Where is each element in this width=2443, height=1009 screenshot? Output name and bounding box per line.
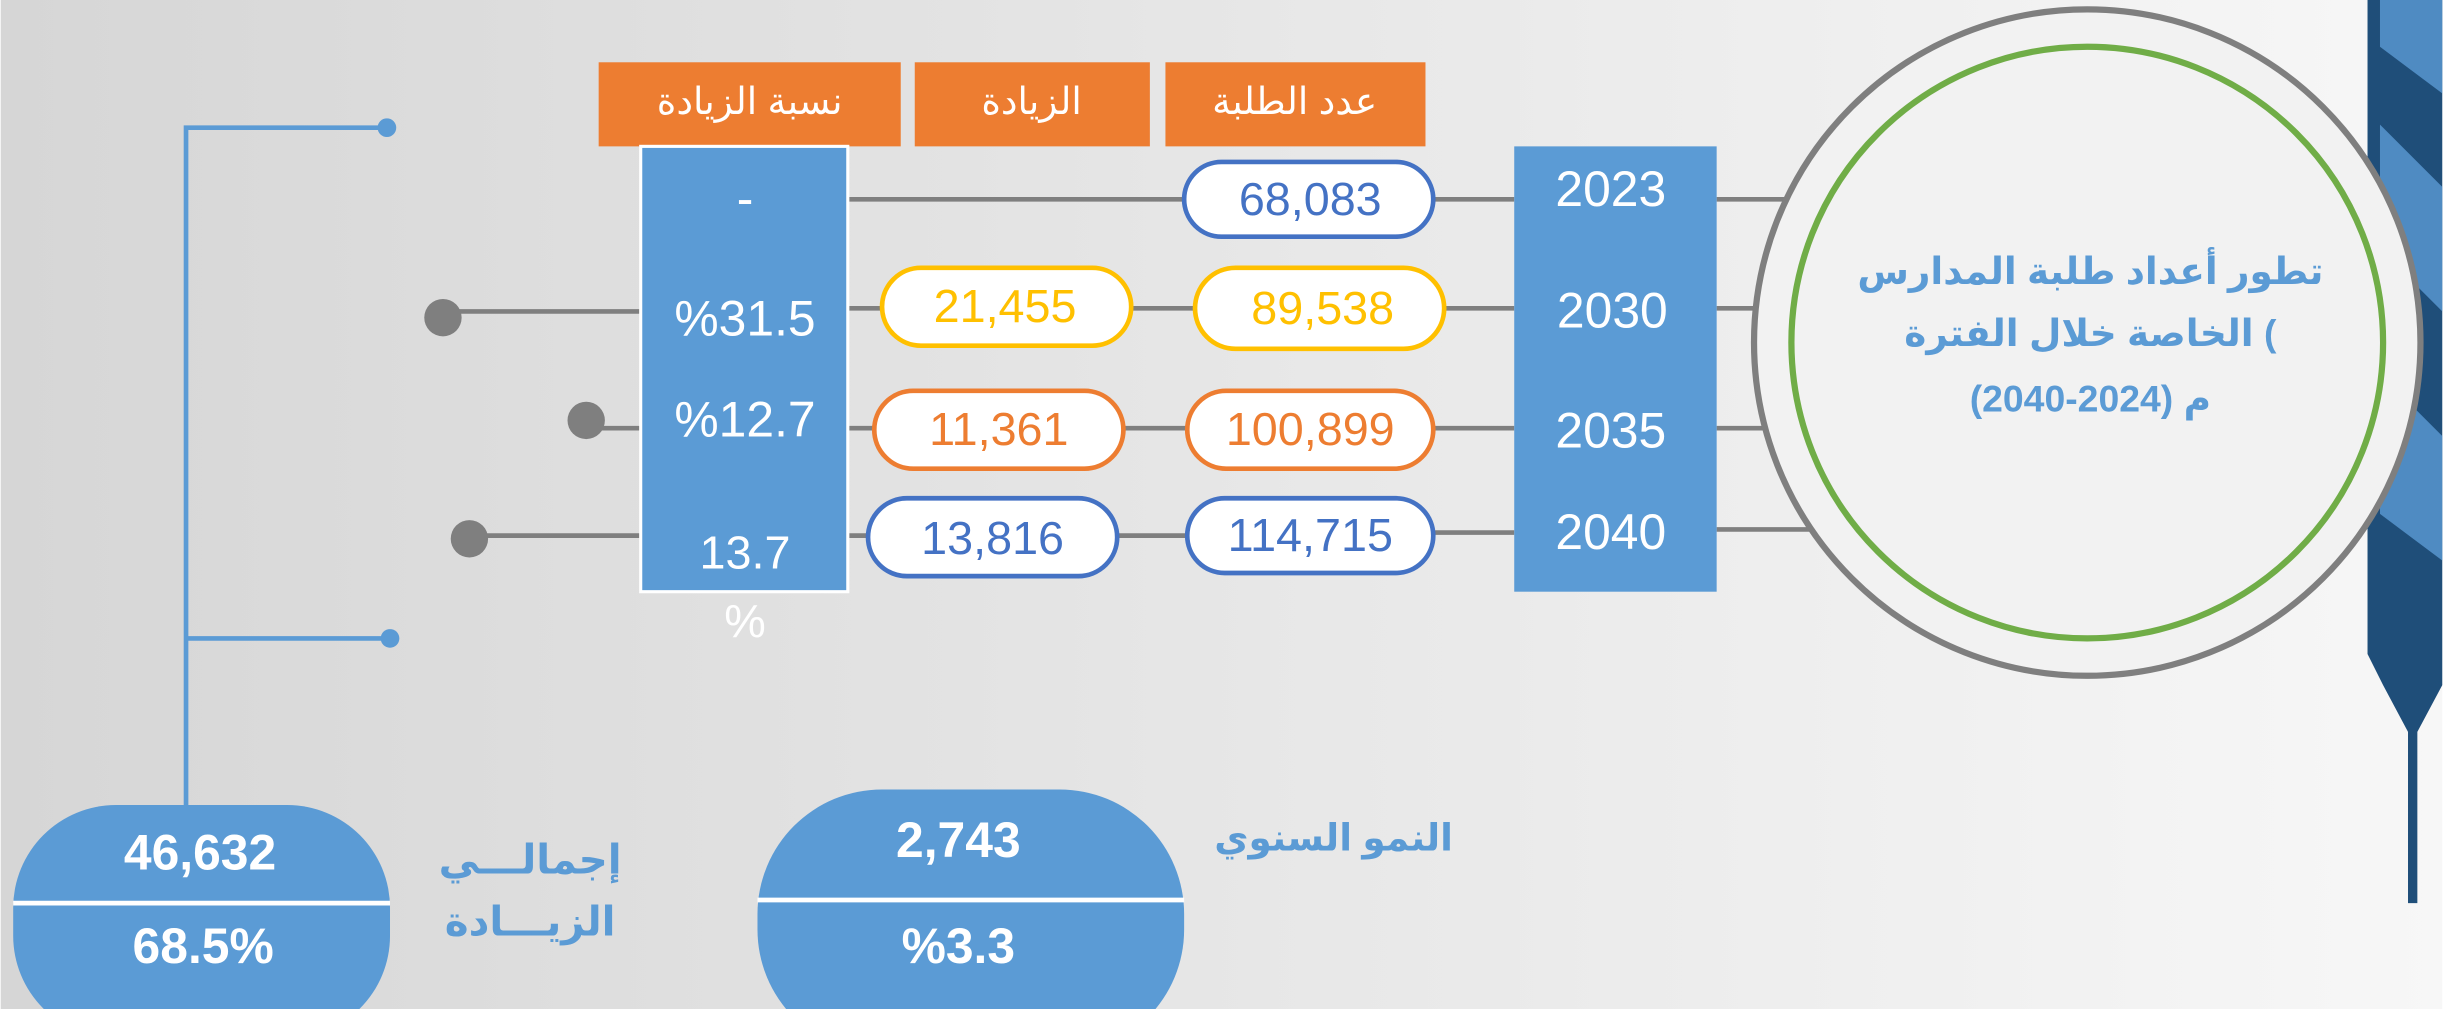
header-box — [598, 62, 901, 147]
total-value: 46,632 — [124, 825, 276, 881]
increase: 13,816 — [921, 512, 1064, 564]
students: 89,538 — [1251, 282, 1394, 334]
increase: 11,361 — [929, 403, 1068, 455]
percent: %12.7 — [674, 392, 815, 448]
header-box — [1165, 62, 1426, 147]
pill — [871, 388, 1126, 472]
percent-column — [639, 144, 850, 594]
students: 68,083 — [1239, 173, 1382, 225]
annual-value: 2,743 — [896, 812, 1021, 868]
pill — [1184, 495, 1436, 576]
header: الزيادة — [981, 80, 1081, 123]
total-label: الزيـــادة — [445, 899, 616, 946]
title-ring — [1750, 6, 2424, 679]
title-ring-inner — [1788, 43, 2387, 642]
annual-percent: %3.3 — [902, 918, 1016, 974]
year: 2035 — [1555, 403, 1666, 459]
percent: 13.7 % — [699, 527, 791, 648]
year: 2040 — [1555, 504, 1666, 560]
header: عدد الطلبة — [1212, 80, 1377, 122]
total-percent: 68.5% — [133, 918, 274, 974]
total-pill — [13, 805, 390, 1009]
pill — [1181, 159, 1436, 240]
students: 100,899 — [1226, 403, 1395, 455]
pill — [865, 495, 1120, 579]
pill — [1192, 265, 1447, 352]
year: 2023 — [1555, 161, 1666, 217]
title: تطور أعداد طلبة المدارس — [1857, 247, 2323, 293]
increase: 21,455 — [934, 280, 1077, 332]
header-box — [914, 62, 1150, 147]
title: (2040-2024) م — [1970, 378, 2211, 422]
pill — [1184, 388, 1436, 472]
percent: %31.5 — [674, 290, 815, 346]
percent-wrap: 13.7 % — [699, 527, 791, 648]
students: 114,715 — [1228, 509, 1393, 561]
total-label: إجمالـــي — [439, 836, 622, 883]
year-column — [1514, 146, 1717, 592]
year: 2030 — [1557, 283, 1668, 339]
title: الخاصة خلال الفترة ( — [1904, 312, 2277, 355]
pill — [879, 265, 1134, 349]
annual-label: النمو السنوي — [1214, 817, 1453, 860]
header: نسبة الزيادة — [657, 80, 843, 123]
percent: - — [737, 171, 754, 227]
